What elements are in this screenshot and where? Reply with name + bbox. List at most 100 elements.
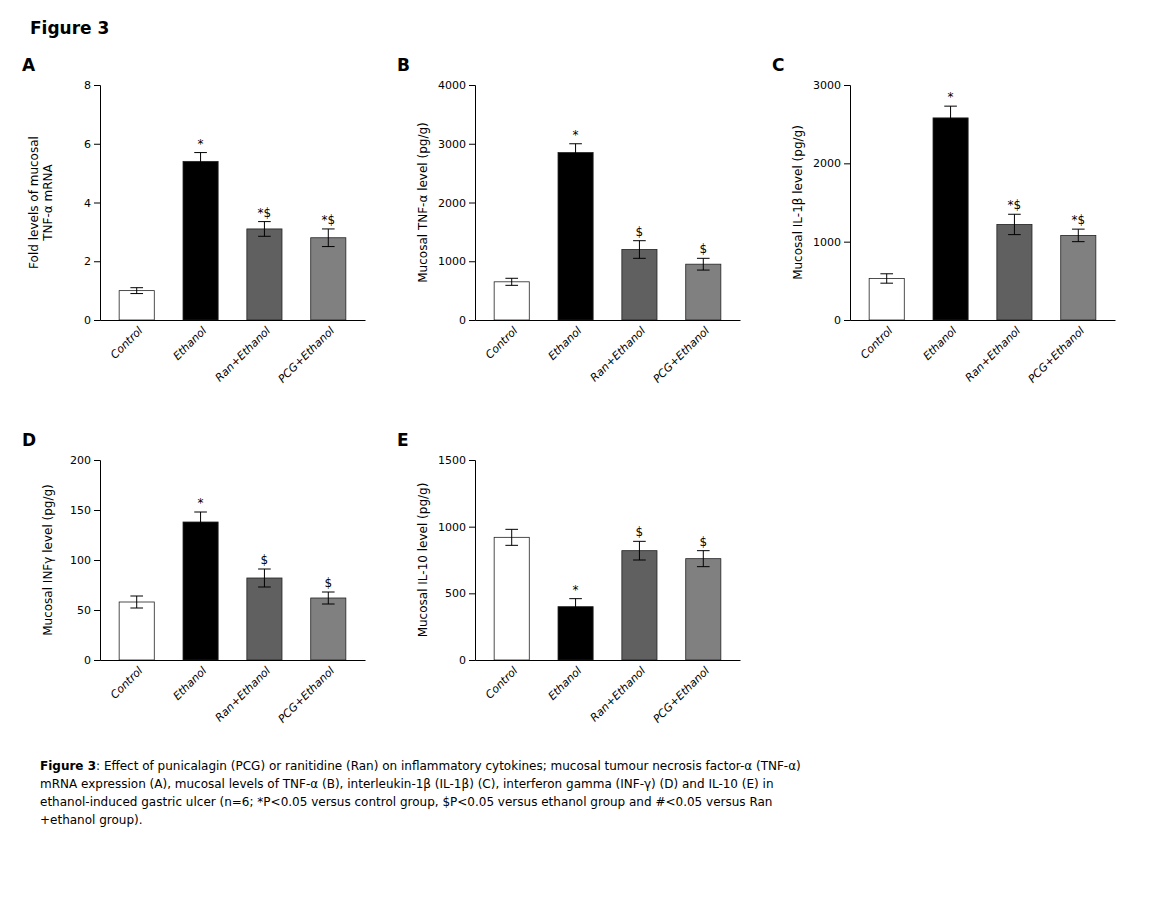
- y-axis: 02468: [84, 79, 101, 327]
- tick-label: Ethanol: [546, 324, 585, 363]
- tick-label: PCG+Ethanol: [276, 664, 337, 725]
- caption-line: mRNA expression (A), mucosal levels of T…: [40, 777, 774, 791]
- error-bar-cap: [1008, 214, 1021, 215]
- bar: [494, 282, 529, 320]
- panel-label: C: [772, 55, 784, 75]
- tick-mark: [469, 261, 475, 262]
- tick-label: Control: [483, 664, 520, 701]
- y-axis-title: Mucosal IL-10 level (pg/g): [416, 483, 430, 638]
- error-bar: [130, 288, 143, 294]
- error-bar-cap: [944, 106, 957, 107]
- tick-mark: [94, 560, 100, 561]
- axis-line: [94, 86, 101, 321]
- panel-label: A: [22, 55, 36, 75]
- tick-mark: [469, 660, 475, 661]
- tick-label: 3000: [813, 79, 841, 92]
- tick-label: 4000: [438, 79, 466, 92]
- error-bar: [322, 592, 335, 604]
- bar: [622, 250, 657, 321]
- tick: Ethanol: [921, 324, 960, 363]
- panel-label: D: [22, 430, 36, 450]
- annotations: *$$: [198, 496, 333, 590]
- plot-area: [475, 460, 740, 660]
- panel: 050010001500ControlEthanolRan+EthanolPCG…: [397, 430, 741, 726]
- error-bar-stem: [328, 229, 329, 247]
- tick: 500: [445, 587, 475, 600]
- error-bar-stem: [511, 278, 512, 285]
- axis-line: [101, 320, 366, 321]
- bar: [494, 537, 529, 660]
- error-bar-cap: [194, 152, 207, 153]
- tick: PCG+Ethanol: [651, 664, 712, 725]
- tick-mark: [469, 527, 475, 528]
- tick: Ethanol: [546, 664, 585, 703]
- x-axis: ControlEthanolRan+EthanolPCG+Ethanol: [101, 321, 366, 386]
- axis-line: [476, 320, 741, 321]
- tick: PCG+Ethanol: [1026, 324, 1087, 385]
- tick: Ethanol: [171, 664, 210, 703]
- tick-label: Ran+Ethanol: [588, 664, 648, 724]
- x-axis: ControlEthanolRan+EthanolPCG+Ethanol: [476, 321, 741, 386]
- tick-label: 2000: [813, 157, 841, 170]
- axis-line: [469, 86, 476, 321]
- tick-label: 200: [70, 454, 91, 467]
- tick-label: Control: [108, 664, 145, 701]
- error-bar-cap: [258, 221, 271, 222]
- y-axis: 0100020003000: [813, 79, 851, 327]
- tick-label: PCG+Ethanol: [651, 664, 712, 725]
- tick-label: 2000: [438, 197, 466, 210]
- error-bar-stem: [1014, 214, 1015, 234]
- error-bar-stem: [511, 529, 512, 545]
- bar: [1061, 235, 1096, 320]
- error-bar-cap: [697, 270, 710, 271]
- tick-label: 50: [77, 604, 91, 617]
- tick-mark: [94, 261, 100, 262]
- significance-label: *: [198, 496, 204, 510]
- error-bar-cap: [194, 170, 207, 171]
- tick-label: Ethanol: [921, 324, 960, 363]
- tick: 0: [84, 314, 100, 327]
- tick-label: Ran+Ethanol: [963, 324, 1023, 384]
- bar: [183, 522, 218, 660]
- error-bar-stem: [264, 569, 265, 587]
- error-bar-stem: [200, 153, 201, 171]
- tick-mark: [844, 163, 850, 164]
- tick: Ran+Ethanol: [213, 664, 273, 724]
- tick: 3000: [813, 79, 850, 92]
- error-bar-stem: [1078, 229, 1079, 242]
- error-bar-cap: [322, 592, 335, 593]
- tick: 3000: [438, 138, 475, 151]
- marks: [494, 529, 721, 660]
- tick-label: 2: [84, 255, 91, 268]
- bar: [933, 118, 968, 320]
- tick: Control: [483, 324, 520, 361]
- significance-label: $: [636, 525, 644, 539]
- error-bar: [1008, 214, 1021, 234]
- caption-line: ethanol-induced gastric ulcer (n=6; *P<0…: [40, 795, 772, 809]
- error-bar-stem: [886, 274, 887, 283]
- bar: [311, 598, 346, 660]
- axis-line: [94, 461, 101, 661]
- error-bar-stem: [703, 258, 704, 270]
- figure-title: Figure 3: [30, 18, 109, 38]
- bar: [686, 559, 721, 660]
- panel: 01000200030004000ControlEthanolRan+Ethan…: [397, 55, 741, 386]
- tick-mark: [94, 203, 100, 204]
- error-bar: [880, 274, 893, 283]
- y-axis-title: Mucosal IL-1β level (pg/g): [791, 125, 805, 280]
- error-bar-cap: [697, 566, 710, 567]
- error-bar-cap: [130, 608, 143, 609]
- tick-mark: [94, 610, 100, 611]
- figure: Figure 302468ControlEthanolRan+EthanolPC…: [0, 0, 1171, 913]
- bar: [247, 229, 282, 320]
- bar: [622, 551, 657, 660]
- error-bar-cap: [1008, 234, 1021, 235]
- significance-label: *: [948, 90, 954, 104]
- error-bar: [505, 529, 518, 545]
- tick: Ethanol: [171, 324, 210, 363]
- error-bar-cap: [258, 587, 271, 588]
- tick-label: Ran+Ethanol: [213, 664, 273, 724]
- error-bar-cap: [322, 228, 335, 229]
- tick: 0: [834, 314, 850, 327]
- caption-line: : Effect of punicalagin (PCG) or ranitid…: [96, 759, 801, 773]
